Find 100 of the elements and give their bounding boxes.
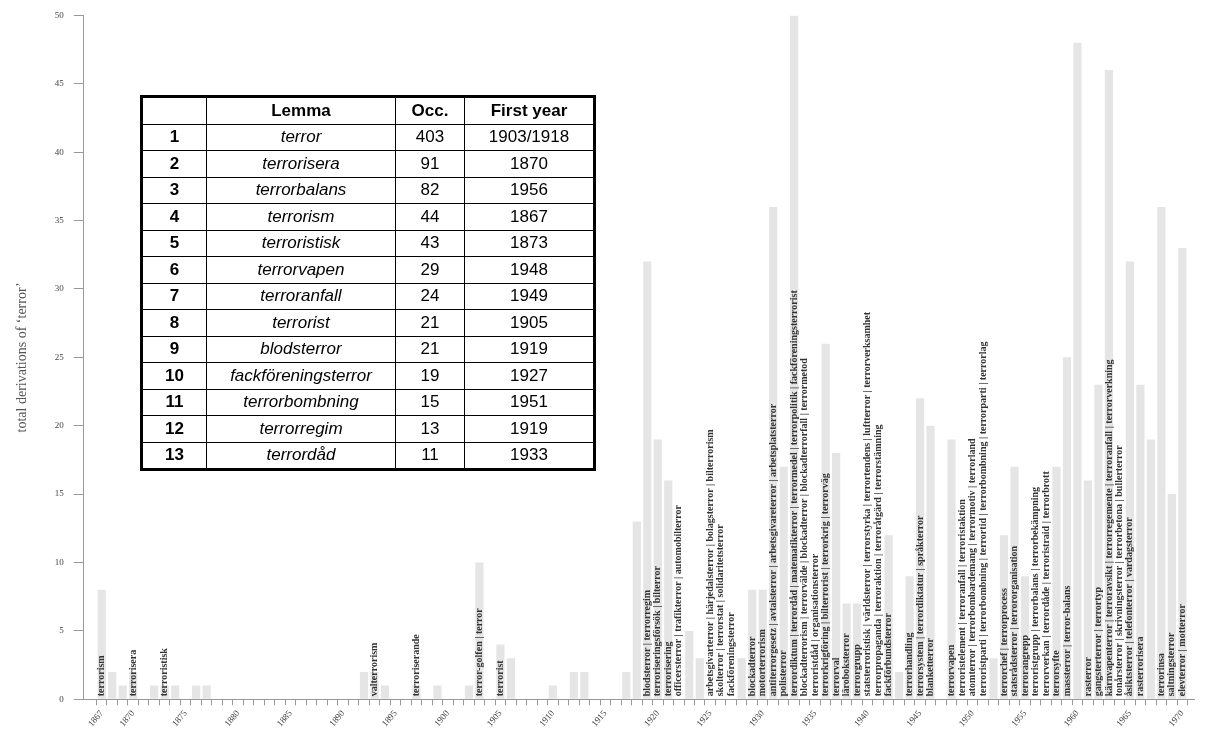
text: statsterroristisk | världsterror | terrorstyrka | terrortendens | luftterror | terrorverksamhet: [861, 311, 873, 697]
annotation: Occ.: [395, 96, 465, 124]
data-label: elevterror | motterror: [1175, 603, 1187, 697]
y-tick-label: 15: [54, 488, 65, 499]
text: terrorpropaganda | terroraktion | terroråtgärd | terrorstämning: [871, 424, 883, 697]
data-label: antiterrorgesetz | avtalsterror | arbetsgivareterror | arbetsplatsterror: [766, 403, 778, 697]
annotation: 1933: [464, 442, 595, 470]
y-tick-label: 20: [54, 420, 65, 431]
text: fackföreningsterror: [724, 612, 736, 697]
annotation: 12: [141, 415, 207, 442]
annotation: 1870: [464, 150, 595, 177]
data-label: polisterror: [777, 649, 789, 697]
data-label: fackförbundsterror: [882, 612, 894, 697]
annotation: terrorism: [206, 203, 396, 230]
annotation: terrorvapen: [206, 256, 396, 283]
annotation: 1867: [464, 203, 595, 230]
text: officersterror | trafikterror | automobilterror: [672, 505, 684, 697]
annotation: 91: [395, 150, 465, 177]
y-tick-label: 35: [54, 214, 65, 225]
data-label: terrorist: [493, 659, 505, 697]
data-label: terrorinsa: [1154, 653, 1166, 697]
annotation: blodsterror: [206, 336, 396, 363]
annotation: 82: [395, 177, 465, 204]
text: terroristgrupp | terrorbalans | terrorbekämpning: [1029, 486, 1041, 697]
data-label: terror-golfen | terror: [473, 607, 485, 697]
annotation: 4: [141, 203, 207, 230]
data-label: åsiktsterror | telefonterror | vardagsterror: [1123, 516, 1135, 697]
data-label: terrorisering: [661, 641, 673, 697]
annotation: 3: [141, 177, 207, 204]
annotation: terroristisk: [206, 230, 396, 257]
data-label: terroriseringsförsök | bilterror: [651, 565, 663, 697]
annotation: 13: [141, 442, 207, 470]
data-label: massterror | terror-balans: [1060, 585, 1072, 697]
text: terroristparti | terrorbombning | terrortid | terrorbombning | terrorparti | terrorlag: [976, 341, 988, 697]
data-label: terrorisera: [126, 649, 138, 697]
data-label: terrorvapen: [945, 644, 957, 697]
data-label: saltningsterror: [1165, 632, 1177, 697]
text: arbetsgivarterror | härjedalsterror | bolagsterror | bilterrorism: [703, 429, 715, 697]
data-label: terrorchef | terrorprocess: [997, 588, 1009, 697]
data-label: terrorsystem | terrordiktatur | språkterror: [913, 514, 925, 697]
annotation: 1948: [464, 256, 595, 283]
annotation: 8: [141, 309, 207, 336]
annotation: terrordåd: [206, 442, 396, 470]
text: blockadterrorism | terrorvälde | blockadterror | blockadterrorfall | terrormetod: [798, 358, 810, 697]
data-label: blockadterror: [745, 635, 757, 697]
y-tick-label: 10: [54, 556, 65, 567]
annotation: 13: [395, 415, 465, 442]
annotation: 21: [395, 309, 465, 336]
y-tick-label: 40: [54, 146, 65, 157]
annotation: 19: [395, 362, 465, 389]
data-label: terrorhandling: [903, 632, 915, 697]
annotation: 44: [395, 203, 465, 230]
y-tick-label: 25: [54, 351, 65, 362]
data-label: rasterror: [1081, 656, 1093, 697]
annotation: 1951: [464, 389, 595, 416]
y-tick-label: 0: [59, 693, 65, 704]
annotation: 15: [395, 389, 465, 416]
data-label: blanketterror: [924, 637, 936, 697]
annotation: 11: [141, 389, 207, 416]
data-label: terroristisk: [158, 647, 170, 697]
annotation: Lemma: [206, 96, 396, 124]
data-label: statsrådsterror | terrororganisation: [1008, 545, 1020, 697]
annotation: 1905: [464, 309, 595, 336]
data-label: terrorsyfte: [1050, 649, 1062, 697]
annotation: 1919: [464, 336, 595, 363]
annotation: 11: [395, 442, 465, 470]
annotation: terrorbalans: [206, 177, 396, 204]
data-label: terrorism: [95, 654, 107, 697]
data-label: kärnvapenterror | terroravsikt | terrorregemente | terroranfall | terrorverkning: [1102, 359, 1114, 697]
annotation: 6: [141, 256, 207, 283]
data-label: terrorval: [829, 657, 841, 697]
annotation: 5: [141, 230, 207, 257]
data-label: terrorangrepp: [1018, 634, 1030, 697]
annotation: 24: [395, 283, 465, 310]
data-label: terrorgrupp: [850, 643, 862, 697]
annotation: First year: [464, 96, 595, 124]
text: tonårsterror | skrivningsterror | terrorbetona | bullerterror: [1113, 445, 1124, 697]
annotation: 1927: [464, 362, 595, 389]
annotation: 403: [395, 124, 465, 151]
annotation: 1873: [464, 230, 595, 257]
annotation: terrorisera: [206, 150, 396, 177]
data-label: läroboksterror: [840, 632, 852, 697]
data-label: terrordiktum | terrordåd | matematikterror | terrormedel | terrorpolitik | fackföreningsterrorist: [787, 289, 799, 697]
data-label: terrorkrigföring | bilterrorist | terrorkrig | terrorväg: [819, 473, 831, 697]
annotation: 9: [141, 336, 207, 363]
data-label: gangsterterror | terrortyp: [1092, 586, 1104, 697]
y-tick-label: 30: [54, 283, 65, 294]
y-axis-title: total derivations of ‘terror’: [14, 282, 30, 433]
annotation: 21: [395, 336, 465, 363]
y-tick-label: 5: [59, 625, 65, 636]
annotation: fackföreningsterror: [206, 362, 396, 389]
annotation: terror: [206, 124, 396, 151]
annotation: 1903/1918: [464, 124, 595, 151]
text: terroristelement | terroranfall | terroristaktion: [955, 499, 967, 697]
data-label: terroriserande: [410, 633, 422, 697]
y-tick-label: 45: [54, 78, 65, 89]
text: terroristdåd | organisationsterror: [808, 553, 820, 697]
annotation: terroranfall: [206, 283, 396, 310]
annotation: 7: [141, 283, 207, 310]
annotation: 1: [141, 124, 207, 151]
